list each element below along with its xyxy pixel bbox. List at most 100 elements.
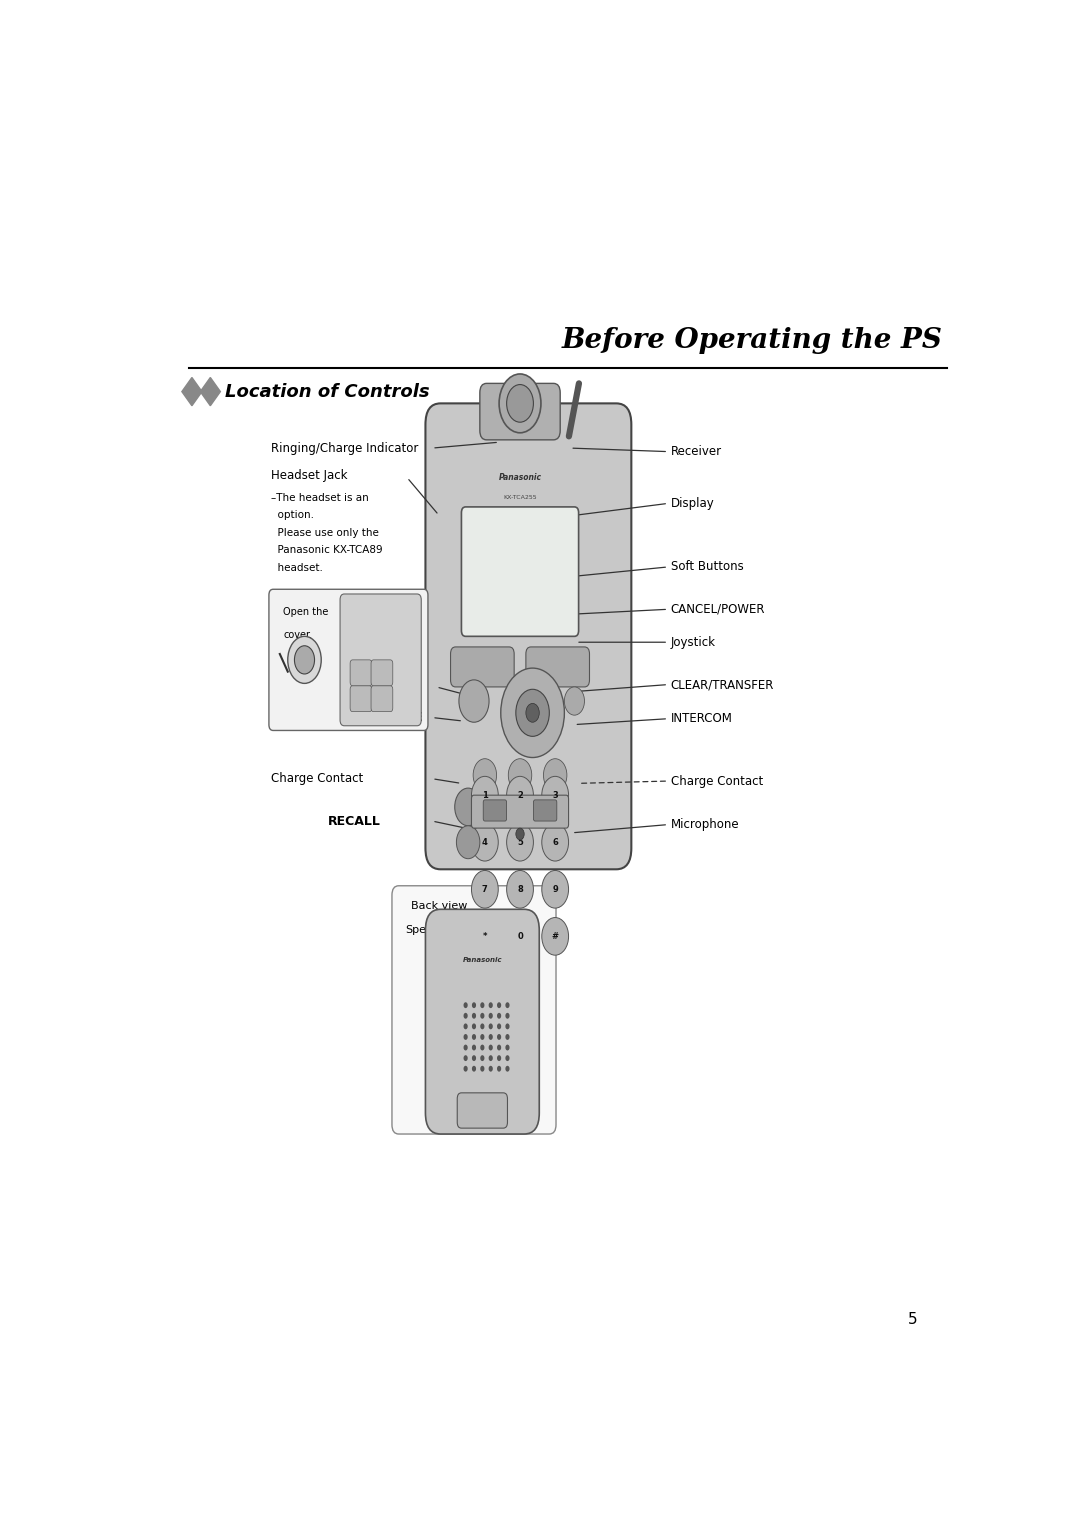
Text: Charge Contact: Charge Contact xyxy=(271,772,364,785)
Circle shape xyxy=(457,825,480,859)
Text: #: # xyxy=(552,932,558,941)
Circle shape xyxy=(488,1045,492,1050)
Text: INTERCOM: INTERCOM xyxy=(671,712,732,726)
Text: Before Operating the PS: Before Operating the PS xyxy=(562,327,943,354)
Circle shape xyxy=(507,917,534,955)
Circle shape xyxy=(481,1013,485,1019)
Circle shape xyxy=(488,1002,492,1008)
Circle shape xyxy=(481,1067,485,1071)
Text: –The headset is an: –The headset is an xyxy=(271,492,369,503)
Circle shape xyxy=(542,824,568,862)
Circle shape xyxy=(463,1034,468,1041)
Text: Joystick: Joystick xyxy=(671,636,716,649)
Polygon shape xyxy=(200,377,220,406)
Text: Speaker: Speaker xyxy=(405,924,450,935)
Circle shape xyxy=(463,1024,468,1030)
FancyBboxPatch shape xyxy=(457,1093,508,1128)
Text: cover.: cover. xyxy=(283,631,312,640)
Circle shape xyxy=(488,1056,492,1060)
FancyBboxPatch shape xyxy=(472,795,568,828)
Text: 6: 6 xyxy=(552,837,558,847)
Polygon shape xyxy=(181,377,202,406)
FancyBboxPatch shape xyxy=(372,660,393,686)
Text: Panasonic KX-TCA89: Panasonic KX-TCA89 xyxy=(271,545,383,556)
Text: Headset Jack: Headset Jack xyxy=(271,469,348,481)
Circle shape xyxy=(287,636,321,683)
Text: Please use only the: Please use only the xyxy=(271,527,379,538)
Text: 8: 8 xyxy=(517,885,523,894)
Circle shape xyxy=(488,1067,492,1071)
Circle shape xyxy=(499,374,541,432)
Circle shape xyxy=(473,759,497,792)
Text: 4: 4 xyxy=(482,837,488,847)
Circle shape xyxy=(497,1024,501,1030)
Circle shape xyxy=(472,1045,476,1050)
Circle shape xyxy=(505,1024,510,1030)
Circle shape xyxy=(507,871,534,908)
FancyBboxPatch shape xyxy=(450,646,514,688)
FancyBboxPatch shape xyxy=(480,384,561,440)
Circle shape xyxy=(505,1045,510,1050)
FancyBboxPatch shape xyxy=(426,403,632,869)
Circle shape xyxy=(505,1013,510,1019)
Text: Open the: Open the xyxy=(283,607,328,617)
Circle shape xyxy=(488,1013,492,1019)
Circle shape xyxy=(526,703,539,723)
Circle shape xyxy=(472,1002,476,1008)
Circle shape xyxy=(472,871,498,908)
Text: Location of Controls: Location of Controls xyxy=(226,382,430,400)
Circle shape xyxy=(507,776,534,814)
Circle shape xyxy=(472,824,498,862)
FancyBboxPatch shape xyxy=(372,686,393,712)
Circle shape xyxy=(542,917,568,955)
Circle shape xyxy=(509,759,531,792)
Circle shape xyxy=(505,1002,510,1008)
Text: 1: 1 xyxy=(482,790,488,799)
Circle shape xyxy=(472,1013,476,1019)
Text: 2: 2 xyxy=(517,790,523,799)
Circle shape xyxy=(497,1067,501,1071)
Circle shape xyxy=(463,1002,468,1008)
Circle shape xyxy=(463,1045,468,1050)
Circle shape xyxy=(505,1067,510,1071)
Circle shape xyxy=(497,1002,501,1008)
Circle shape xyxy=(472,1034,476,1041)
Circle shape xyxy=(481,1045,485,1050)
Circle shape xyxy=(472,1024,476,1030)
Circle shape xyxy=(507,824,534,862)
Text: 0: 0 xyxy=(517,932,523,941)
Circle shape xyxy=(472,776,498,814)
Text: Panasonic: Panasonic xyxy=(499,474,541,481)
FancyBboxPatch shape xyxy=(461,507,579,636)
Text: Display: Display xyxy=(671,497,715,510)
Circle shape xyxy=(497,1056,501,1060)
FancyBboxPatch shape xyxy=(269,590,428,730)
Text: Microphone: Microphone xyxy=(671,817,740,831)
Circle shape xyxy=(481,1024,485,1030)
Circle shape xyxy=(505,1056,510,1060)
Text: option.: option. xyxy=(271,510,314,520)
Text: CLEAR/TRANSFER: CLEAR/TRANSFER xyxy=(671,678,774,691)
Text: KX-TCA255: KX-TCA255 xyxy=(503,495,537,500)
Text: 5: 5 xyxy=(908,1313,918,1326)
Circle shape xyxy=(463,1056,468,1060)
FancyBboxPatch shape xyxy=(350,686,372,712)
FancyBboxPatch shape xyxy=(526,646,590,688)
Text: Back view: Back view xyxy=(411,902,468,911)
Text: 7: 7 xyxy=(482,885,488,894)
Circle shape xyxy=(295,646,314,674)
Circle shape xyxy=(472,1067,476,1071)
FancyBboxPatch shape xyxy=(426,909,539,1134)
FancyBboxPatch shape xyxy=(392,886,556,1134)
FancyBboxPatch shape xyxy=(350,660,372,686)
Circle shape xyxy=(507,385,534,422)
Circle shape xyxy=(455,788,482,825)
Circle shape xyxy=(463,1013,468,1019)
Text: Panasonic: Panasonic xyxy=(462,957,502,963)
Circle shape xyxy=(488,1024,492,1030)
Circle shape xyxy=(472,917,498,955)
Circle shape xyxy=(542,776,568,814)
Circle shape xyxy=(463,1067,468,1071)
FancyBboxPatch shape xyxy=(483,799,507,821)
Text: 3: 3 xyxy=(552,790,558,799)
